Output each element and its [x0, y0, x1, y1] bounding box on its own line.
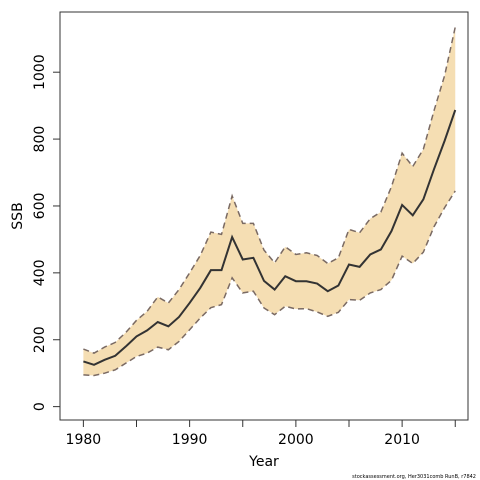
ssb-estimate-line	[83, 109, 457, 366]
footnote: stockassessment.org, Her3031comb RunB, r…	[352, 474, 476, 480]
y-tick-label: 1000	[32, 54, 48, 90]
y-tick-label: 400	[32, 259, 48, 286]
lower-bound-line	[83, 190, 456, 377]
x-axis-title: Year	[248, 454, 279, 470]
confidence-band	[83, 27, 456, 376]
x-tick-label: 2000	[278, 432, 314, 448]
x-tick-label: 2010	[384, 432, 420, 448]
x-tick-label: 1990	[172, 432, 208, 448]
x-tick-label: 1980	[66, 432, 102, 448]
y-tick-label: 0	[32, 402, 48, 411]
y-tick-label: 800	[32, 126, 48, 153]
upper-bound-line	[83, 26, 456, 354]
y-axis-title: SSB	[10, 202, 26, 229]
y-tick-label: 600	[32, 193, 48, 220]
y-tick-label: 200	[32, 326, 48, 353]
